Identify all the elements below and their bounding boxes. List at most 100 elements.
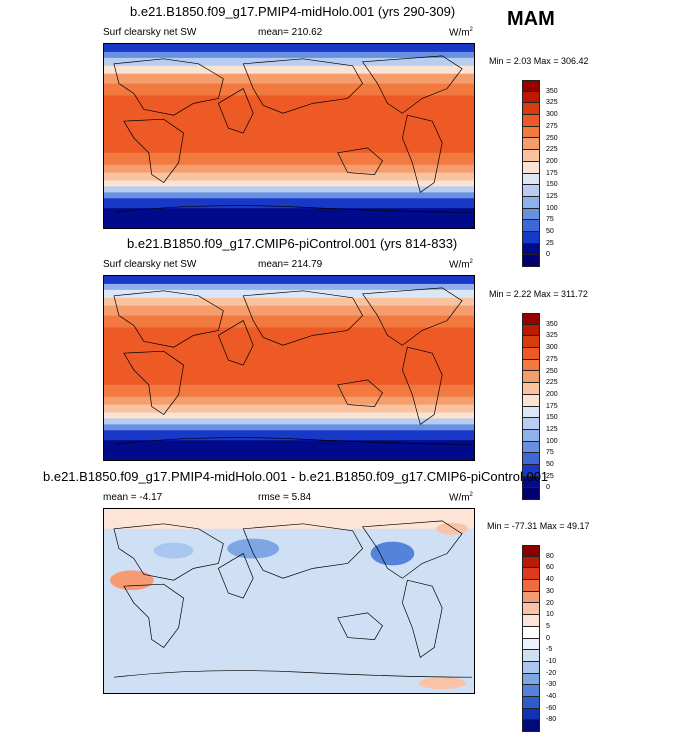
cbar-tick-label: -60 bbox=[546, 704, 557, 712]
cbar-tick-label: 5 bbox=[546, 622, 550, 630]
panel3-cbar-cell bbox=[522, 626, 540, 639]
panel2-cbar-cell bbox=[522, 464, 540, 477]
panel3-cbar-cell bbox=[522, 591, 540, 604]
panel3-cbar-cell bbox=[522, 696, 540, 709]
cbar-tick-label: 350 bbox=[546, 320, 558, 328]
panel2-cbar-cell bbox=[522, 383, 540, 395]
panel1-cbar-cell bbox=[522, 173, 540, 186]
panel1-cbar-cell bbox=[522, 103, 540, 116]
cbar-tick-label: -5 bbox=[546, 646, 553, 654]
panel3-coastlines bbox=[113, 520, 473, 678]
panel1-cbar-cell bbox=[522, 208, 540, 221]
panel1-cbar-cell bbox=[522, 185, 540, 197]
panel2-cbar-cell bbox=[522, 476, 540, 489]
panel3-title: b.e21.B1850.f09_g17.PMIP4-midHolo.001 - … bbox=[43, 469, 549, 484]
panel2-map bbox=[103, 275, 475, 461]
season-label: MAM bbox=[507, 8, 555, 30]
cbar-tick-label: 50 bbox=[546, 228, 554, 236]
cbar-tick-label: 175 bbox=[546, 402, 558, 410]
cbar-tick-label: 20 bbox=[546, 599, 554, 607]
panel1-cbar-cell bbox=[522, 161, 540, 174]
panel1-cbar-cell bbox=[522, 126, 540, 139]
cbar-tick-label: -40 bbox=[546, 693, 557, 701]
panel3-cbar-cell bbox=[522, 708, 540, 721]
cbar-tick-label: 150 bbox=[546, 181, 558, 189]
cbar-tick-label: 300 bbox=[546, 111, 558, 119]
panel2-cbar-cell bbox=[522, 394, 540, 407]
panel2-colorbar-labels: 350 325 300 275 250 225 200 175 150 125 … bbox=[546, 313, 558, 492]
panel2-cbar-cell bbox=[522, 441, 540, 454]
panel1-cbar-cell bbox=[522, 115, 540, 127]
panel3-cbar-cell bbox=[522, 650, 540, 662]
panel2-cbar-cell bbox=[522, 429, 540, 442]
panel1-colorbar bbox=[522, 80, 540, 267]
cbar-tick-label: 30 bbox=[546, 587, 554, 595]
panel1-cbar-cell bbox=[522, 243, 540, 256]
cbar-tick-label: 10 bbox=[546, 611, 554, 619]
panel3-minmax: Min = -77.31 Max = 49.17 bbox=[487, 521, 590, 531]
cbar-tick-label: 350 bbox=[546, 87, 558, 95]
panel1-units: W/m2 bbox=[449, 27, 473, 39]
panel2-cbar-cell bbox=[522, 324, 540, 337]
panel2-cbar-cell bbox=[522, 406, 540, 419]
panel1-mean: mean= 210.62 bbox=[258, 27, 323, 38]
panel3-cbar-cell bbox=[522, 568, 540, 581]
panel3-cbar-cell bbox=[522, 661, 540, 674]
cbar-tick-label: 0 bbox=[546, 634, 550, 642]
cbar-tick-label: 75 bbox=[546, 216, 554, 224]
panel3-cbar-cell bbox=[522, 545, 540, 557]
panel1-cbar-cell bbox=[522, 220, 540, 232]
panel3-cbar-cell bbox=[522, 638, 540, 651]
panel3-cbar-cell bbox=[522, 603, 540, 616]
cbar-tick-label: 75 bbox=[546, 449, 554, 457]
cbar-tick-label: 0 bbox=[546, 484, 550, 492]
cbar-tick-label: 175 bbox=[546, 169, 558, 177]
panel3-cbar-cell bbox=[522, 685, 540, 697]
panel2-cbar-cell bbox=[522, 313, 540, 325]
cbar-tick-label: 275 bbox=[546, 122, 558, 130]
cbar-tick-label: 25 bbox=[546, 472, 554, 480]
panel1-cbar-cell bbox=[522, 91, 540, 104]
panel1-variable: Surf clearsky net SW bbox=[103, 27, 197, 38]
panel3-cbar-cell bbox=[522, 673, 540, 686]
panel1-colorbar-labels: 350 325 300 275 250 225 200 175 150 125 … bbox=[546, 80, 558, 259]
cbar-tick-label: 225 bbox=[546, 379, 558, 387]
cbar-tick-label: 225 bbox=[546, 146, 558, 154]
panel2-cbar-cell bbox=[522, 348, 540, 360]
cbar-tick-label: 80 bbox=[546, 552, 554, 560]
cbar-tick-label: -10 bbox=[546, 657, 557, 665]
cbar-tick-label: -80 bbox=[546, 716, 557, 724]
cbar-tick-label: 325 bbox=[546, 99, 558, 107]
cbar-tick-label: 250 bbox=[546, 367, 558, 375]
cbar-tick-label: 50 bbox=[546, 461, 554, 469]
panel1-cbar-cell bbox=[522, 255, 540, 267]
panel3-mean: mean = -4.17 bbox=[103, 492, 163, 503]
panel2-minmax: Min = 2.22 Max = 311.72 bbox=[489, 289, 588, 299]
cbar-tick-label: 40 bbox=[546, 576, 554, 584]
panel3-cbar-cell bbox=[522, 615, 540, 627]
panel2-colorbar bbox=[522, 313, 540, 500]
panel1-minmax: Min = 2.03 Max = 306.42 bbox=[489, 56, 589, 66]
panel2-coastlines bbox=[113, 287, 473, 445]
cbar-tick-label: 125 bbox=[546, 192, 558, 200]
cbar-tick-label: 300 bbox=[546, 344, 558, 352]
cbar-tick-label: 0 bbox=[546, 251, 550, 259]
panel2-cbar-cell bbox=[522, 336, 540, 349]
panel2-mean: mean= 214.79 bbox=[258, 259, 323, 270]
panel1-cbar-cell bbox=[522, 138, 540, 151]
cbar-tick-label: -30 bbox=[546, 681, 557, 689]
cbar-tick-label: 60 bbox=[546, 564, 554, 572]
panel1-map bbox=[103, 43, 475, 229]
cbar-tick-label: 275 bbox=[546, 355, 558, 363]
panel2-cbar-cell bbox=[522, 359, 540, 372]
panel3-cbar-cell bbox=[522, 556, 540, 569]
panel2-units: W/m2 bbox=[449, 259, 473, 271]
panel3-cbar-cell bbox=[522, 580, 540, 592]
panel3-colorbar bbox=[522, 545, 540, 732]
cbar-tick-label: 100 bbox=[546, 437, 558, 445]
cbar-tick-label: 200 bbox=[546, 390, 558, 398]
panel1-coastlines bbox=[113, 55, 473, 213]
cbar-tick-label: -20 bbox=[546, 669, 557, 677]
panel2-cbar-cell bbox=[522, 371, 540, 384]
cbar-tick-label: 100 bbox=[546, 204, 558, 212]
